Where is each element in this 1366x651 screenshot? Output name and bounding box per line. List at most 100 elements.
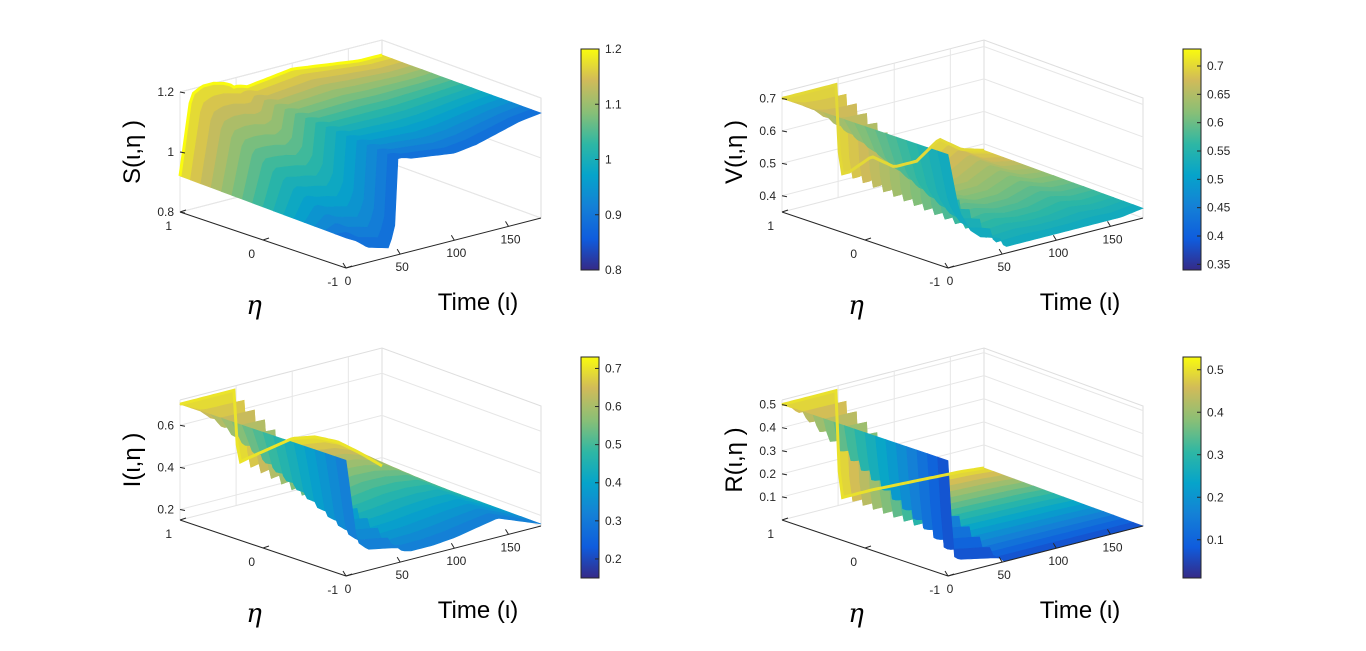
z-tick-mark	[781, 473, 788, 476]
eta-tick-label: 1	[767, 219, 774, 233]
z-tick-mark	[179, 424, 186, 427]
eta-axis-label: η	[246, 599, 262, 629]
z-tick-label: 0.4	[157, 460, 174, 474]
time-tick-mark	[505, 221, 509, 227]
time-tick-mark	[505, 529, 509, 535]
time-tick-mark	[1107, 529, 1111, 535]
surface-plot-3: 0.6 0.4 0.2 0 50 100 150 1 0 -1 I(ι,η ) Time (ι) η	[119, 347, 542, 629]
eta-axis-label: η	[848, 291, 864, 321]
surface-strip	[937, 150, 1144, 247]
time-tick-mark	[450, 234, 455, 241]
time-tick-label: 50	[997, 568, 1011, 582]
z-tick-label: 1.2	[157, 85, 174, 99]
surface-ridge	[781, 388, 985, 500]
surface-ridge	[179, 388, 383, 468]
z-tick-mark	[781, 162, 788, 165]
time-tick-mark	[1052, 542, 1057, 549]
surface-ridge	[178, 53, 383, 177]
eta-axis-label: η	[848, 599, 864, 629]
colorbar-tick-label: 1	[605, 153, 612, 167]
eta-tick-mark	[781, 209, 789, 213]
eta-tick-label: 1	[767, 527, 774, 541]
eta-tick-mark	[179, 517, 187, 521]
z-tick-mark	[781, 450, 788, 453]
colorbar-tick-label: 0.5	[1207, 172, 1224, 186]
colorbar-tick-label: 0.35	[1207, 257, 1231, 271]
time-tick-mark	[1107, 221, 1111, 227]
z-axis-label: I(ι,η )	[119, 433, 146, 488]
colorbar-tick-label: 0.4	[1207, 405, 1224, 419]
colorbar-gradient	[1182, 48, 1202, 271]
z-tick-label: 0.6	[759, 124, 776, 138]
back-grid-frame	[781, 39, 1144, 218]
back-grid-frame	[179, 347, 542, 526]
time-tick-label: 150	[500, 232, 520, 246]
time-tick-mark	[998, 248, 1003, 255]
colorbar-tick-label: 0.4	[605, 476, 622, 490]
time-tick-mark	[342, 570, 347, 577]
z-tick-label: 1	[167, 145, 174, 159]
time-tick-label: 150	[1102, 540, 1122, 554]
colorbar-tick-label: 1.1	[605, 97, 622, 111]
z-tick-mark	[179, 508, 186, 511]
eta-tick-label: 0	[850, 555, 857, 569]
z-tick-mark	[781, 496, 788, 499]
z-tick-mark	[179, 91, 186, 94]
time-tick-label: 0	[947, 582, 954, 596]
z-axis-label: S(ι,η )	[119, 120, 146, 184]
eta-tick-mark	[262, 545, 270, 549]
z-tick-label: 0.6	[157, 418, 174, 432]
eta-tick-label: 0	[850, 247, 857, 261]
time-tick-mark	[342, 262, 347, 269]
eta-tick-label: -1	[327, 275, 338, 289]
time-tick-label: 50	[395, 568, 409, 582]
z-tick-mark	[781, 427, 788, 430]
z-tick-label: 0.5	[759, 398, 776, 412]
eta-tick-mark	[947, 573, 955, 577]
z-tick-mark	[781, 195, 788, 198]
time-tick-mark	[998, 556, 1003, 563]
z-axis-label: V(ι,η )	[721, 120, 748, 184]
colorbar-tick-label: 0.9	[605, 208, 622, 222]
time-tick-mark	[944, 570, 949, 577]
time-tick-label: 50	[395, 260, 409, 274]
colorbar-tick-label: 0.3	[1207, 448, 1224, 462]
time-tick-mark	[944, 262, 949, 269]
z-tick-mark	[781, 404, 788, 407]
time-axis-label: Time (ι)	[1040, 597, 1120, 624]
time-tick-label: 0	[345, 582, 352, 596]
time-tick-label: 150	[500, 540, 520, 554]
colorbar-tick-label: 0.65	[1207, 87, 1231, 101]
z-tick-label: 0.2	[157, 502, 174, 516]
colorbar-tick-label: 0.3	[605, 514, 622, 528]
z-tick-mark	[179, 466, 186, 469]
surface-strip	[334, 109, 542, 249]
z-tick-mark	[179, 151, 186, 154]
colorbar-tick-label: 1.2	[605, 42, 622, 56]
grid-line-z	[179, 456, 542, 516]
z-tick-label: 0.7	[759, 91, 776, 105]
surface-ridge	[781, 82, 985, 176]
eta-tick-mark	[345, 265, 353, 269]
eta-tick-label: -1	[327, 583, 338, 597]
eta-tick-label: 0	[248, 247, 255, 261]
z-tick-label: 0.2	[759, 467, 776, 481]
grid-line-z	[781, 45, 1144, 105]
colorbar-tick-label: 0.8	[605, 263, 622, 277]
grid-line-z	[781, 352, 1144, 412]
time-axis-label: Time (ι)	[438, 597, 518, 624]
colorbar-tick-label: 0.5	[605, 438, 622, 452]
eta-axis-label: η	[246, 291, 262, 321]
z-tick-label: 0.4	[759, 189, 776, 203]
colorbar-gradient	[1182, 356, 1202, 579]
eta-tick-mark	[179, 209, 187, 213]
eta-tick-label: 0	[248, 555, 255, 569]
time-tick-mark	[1052, 234, 1057, 241]
eta-tick-mark	[864, 545, 872, 549]
time-tick-label: 0	[345, 274, 352, 288]
colorbar-tick-label: 0.1	[1207, 533, 1224, 547]
grid-line-z	[781, 143, 1144, 203]
time-tick-label: 0	[947, 274, 954, 288]
z-tick-label: 0.5	[759, 156, 776, 170]
